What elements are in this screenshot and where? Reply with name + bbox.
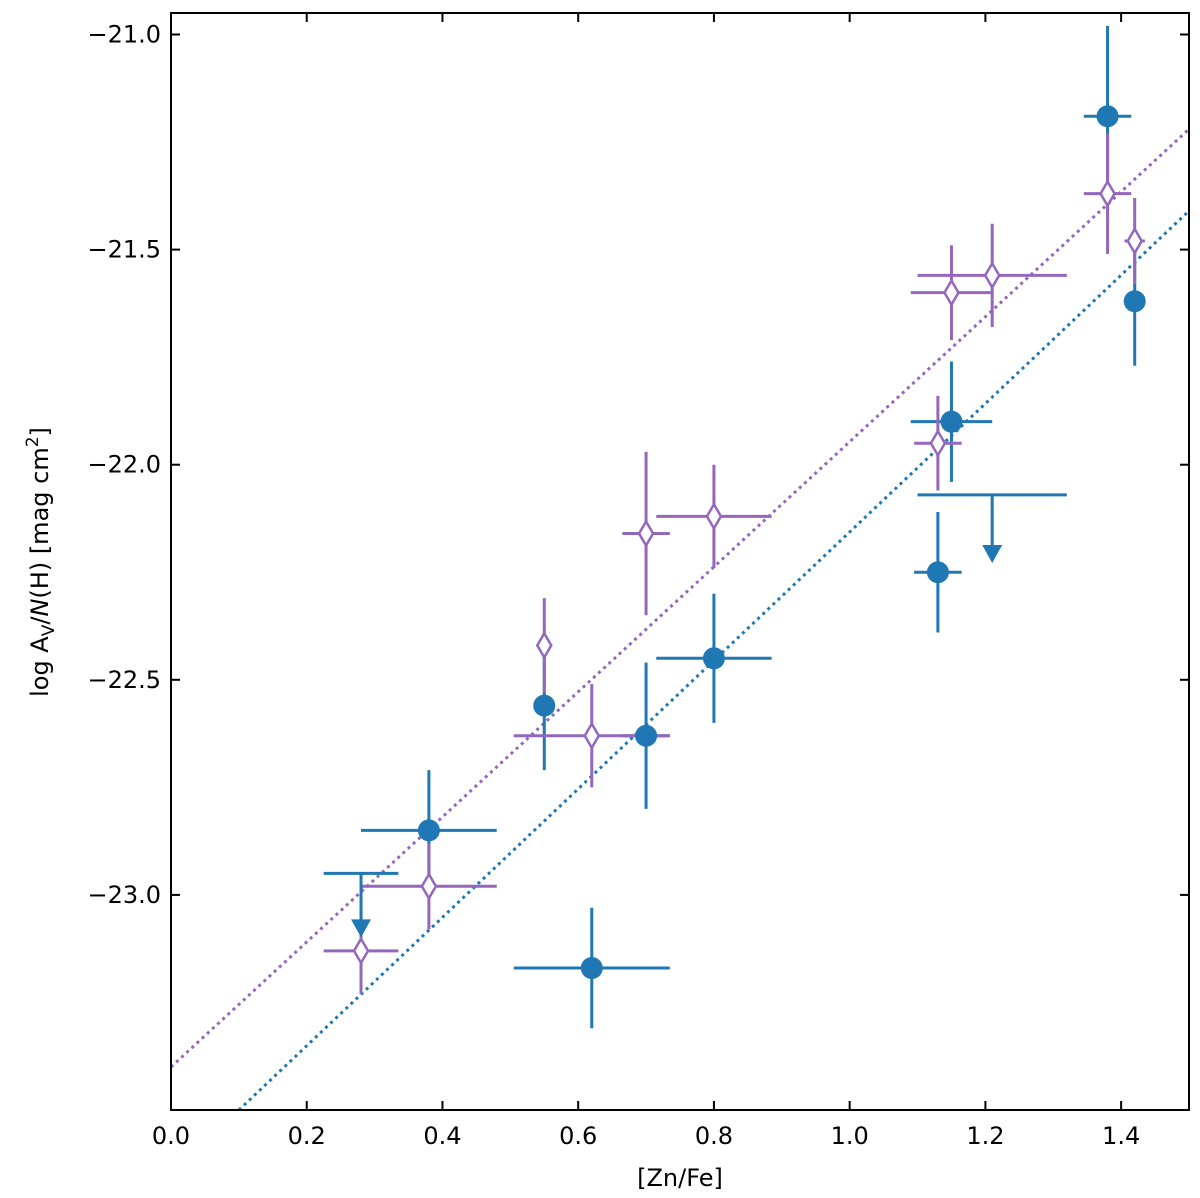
filled-point <box>1096 105 1119 128</box>
open-point <box>637 519 655 549</box>
fit-lines <box>171 128 1189 1110</box>
y-tick-label: −23.0 <box>87 881 161 909</box>
filled-point <box>533 694 556 717</box>
x-tick-label: 0.2 <box>288 1122 326 1150</box>
open-point <box>705 501 723 531</box>
x-tick-label: 1.2 <box>966 1122 1004 1150</box>
filled-point <box>1123 290 1146 313</box>
upper-limit-marker <box>323 871 399 938</box>
filled-point <box>702 647 725 670</box>
y-tick-label: −22.5 <box>87 666 161 694</box>
filled-point <box>635 724 658 747</box>
open-point <box>352 936 370 966</box>
open-point <box>983 260 1001 290</box>
filled-point <box>940 410 963 433</box>
x-axis-label: [Zn/Fe] <box>637 1164 723 1192</box>
open-point <box>535 630 553 660</box>
x-tick-label: 0.0 <box>152 1122 190 1150</box>
x-tick-label: 0.8 <box>695 1122 733 1150</box>
open-point <box>943 278 960 308</box>
filled-point <box>926 561 949 584</box>
x-tick-label: 1.0 <box>831 1122 869 1150</box>
y-axis-label: log AV/N(H) [mag cm2] <box>23 427 59 697</box>
y-tick-label: −22.0 <box>87 451 161 479</box>
y-tick-label: −21.0 <box>87 21 161 49</box>
open-point <box>929 428 947 458</box>
open-point <box>583 721 601 751</box>
x-tick-label: 1.4 <box>1102 1122 1140 1150</box>
axis-ticks: 0.0 0.2 0.4 0.6 0.8 1.0 1.2 1.4 −21.0 −21.5 −22.0 −… <box>87 13 1189 1150</box>
fit-filled-line <box>237 209 1189 1110</box>
open-point <box>1126 226 1144 256</box>
markers <box>352 105 1146 980</box>
y-tick-label: −21.5 <box>87 236 161 264</box>
x-tick-label: 0.4 <box>423 1122 461 1150</box>
plot-frame <box>170 12 1190 1111</box>
filled-point <box>417 819 440 842</box>
upper-limits <box>323 493 1067 938</box>
open-point <box>1099 179 1117 209</box>
filled-point <box>580 957 603 980</box>
x-tick-label: 0.6 <box>559 1122 597 1150</box>
open-point <box>420 871 438 901</box>
upper-limit-marker <box>917 493 1067 564</box>
